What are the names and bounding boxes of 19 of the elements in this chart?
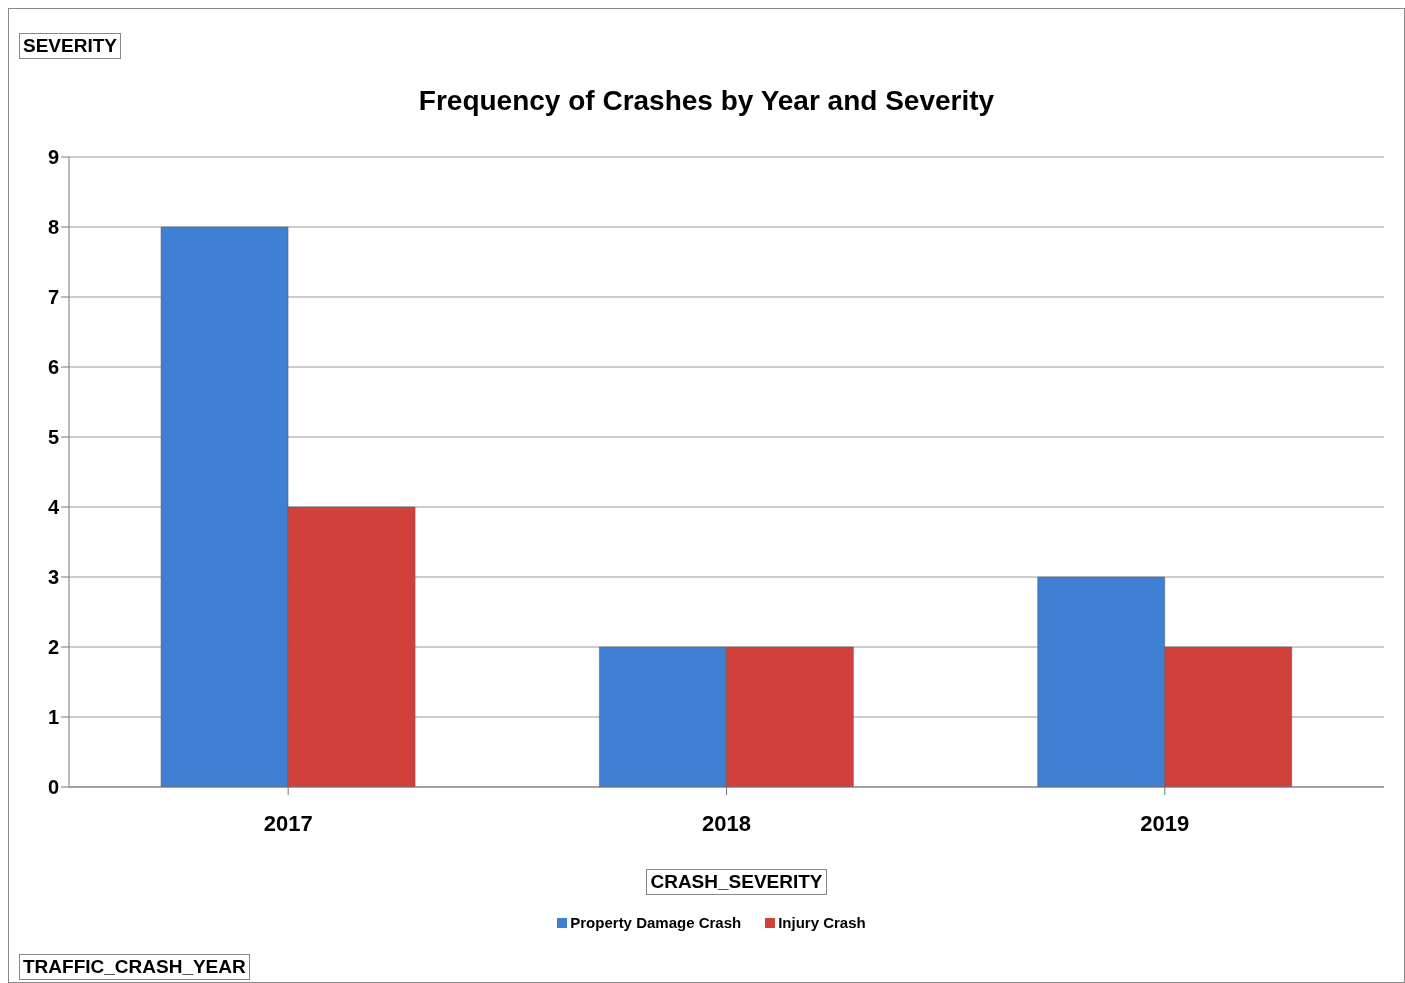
x-tick-label: 2017 xyxy=(263,810,313,836)
y-tick-label: 7 xyxy=(47,286,59,309)
y-tick-label: 4 xyxy=(47,496,60,519)
y-tick-label: 0 xyxy=(47,776,59,799)
legend-label: Injury Crash xyxy=(777,914,866,931)
text: TRAFFIC_CRASH_YEAR xyxy=(19,954,250,980)
y-tick-label: 5 xyxy=(47,426,59,449)
y-tick-label: 6 xyxy=(47,356,59,379)
y-tick-label: 3 xyxy=(47,566,59,589)
legend-label: Property Damage Crash xyxy=(569,914,742,931)
y-tick-label: 2 xyxy=(47,636,59,659)
text: SEVERITY xyxy=(19,33,121,59)
x-tick-label: 2018 xyxy=(702,810,751,836)
legend-title: CRASH_SEVERITY xyxy=(646,869,827,895)
x-tick-label: 2019 xyxy=(1140,810,1190,836)
y-tick-label: 9 xyxy=(47,146,59,169)
chart-title: Frequency of Crashes by Year and Severity xyxy=(417,85,996,117)
y-tick-label: 1 xyxy=(47,706,59,729)
y-tick-label: 8 xyxy=(47,216,59,239)
